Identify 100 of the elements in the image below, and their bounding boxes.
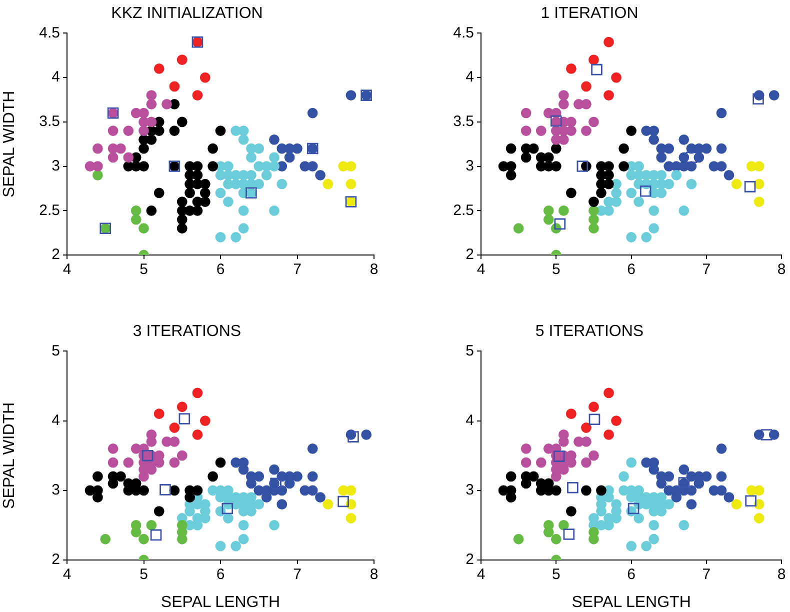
point	[123, 152, 134, 163]
point	[192, 430, 203, 440]
point	[146, 134, 157, 145]
point	[284, 152, 295, 163]
point	[754, 161, 764, 172]
point	[254, 499, 264, 510]
point	[604, 170, 614, 180]
y-tick-label: 5	[52, 342, 60, 360]
point	[92, 170, 103, 180]
point	[664, 143, 674, 154]
point	[215, 188, 226, 198]
x-tick-label: 7	[293, 566, 302, 584]
point	[550, 143, 562, 154]
point	[536, 126, 546, 136]
point	[604, 90, 614, 101]
point	[558, 520, 569, 530]
point	[520, 152, 532, 163]
point	[506, 471, 516, 482]
point	[604, 430, 614, 440]
y-tick-label: 3	[466, 157, 474, 174]
point	[558, 134, 569, 145]
y-tick-label: 2	[52, 551, 60, 568]
point	[634, 161, 644, 172]
point	[611, 72, 622, 83]
point	[192, 520, 203, 530]
point	[238, 205, 249, 216]
x-tick-label: 8	[370, 566, 378, 584]
point	[208, 143, 218, 154]
point	[588, 414, 600, 426]
point	[716, 443, 727, 454]
point	[176, 402, 188, 412]
point	[169, 126, 180, 136]
point	[581, 422, 592, 433]
y-tick-label: 3.5	[39, 113, 60, 130]
point	[222, 196, 234, 207]
point	[200, 178, 210, 190]
point	[238, 126, 249, 136]
point	[558, 90, 569, 101]
point	[678, 134, 690, 145]
x-axis-title: SEPAL LENGTH	[160, 594, 280, 611]
point	[641, 540, 652, 552]
point	[550, 485, 562, 496]
point	[604, 205, 614, 216]
point	[269, 161, 280, 172]
point	[307, 485, 318, 496]
point	[591, 64, 602, 76]
point	[192, 205, 203, 216]
point	[754, 513, 764, 524]
point	[550, 471, 562, 482]
point	[604, 36, 614, 48]
x-tick-label: 6	[627, 261, 636, 278]
point	[536, 457, 546, 468]
point	[208, 161, 218, 172]
point	[307, 443, 318, 454]
y-tick-label: 3	[52, 157, 60, 174]
point	[322, 499, 334, 510]
point	[238, 534, 249, 544]
point	[596, 188, 606, 198]
point	[200, 513, 210, 524]
point	[123, 457, 134, 468]
point	[656, 152, 667, 163]
point	[346, 513, 356, 524]
point	[192, 485, 203, 496]
point	[618, 471, 629, 482]
point	[261, 170, 272, 180]
point	[543, 214, 554, 225]
y-tick-label: 4.5	[39, 24, 60, 42]
chart-title: 5 ITERATIONS	[535, 323, 644, 340]
point	[716, 161, 727, 172]
point	[724, 492, 734, 503]
point	[254, 471, 264, 482]
point	[116, 143, 126, 154]
point	[752, 93, 764, 105]
point	[246, 478, 256, 489]
point	[558, 205, 569, 216]
y-tick-label: 2	[466, 551, 474, 568]
point	[192, 170, 203, 180]
point	[138, 126, 149, 136]
point	[100, 534, 111, 544]
y-tick-label: 3	[52, 482, 60, 499]
point	[348, 431, 359, 442]
point	[138, 223, 149, 234]
point	[184, 188, 195, 198]
y-tick-label: 2	[466, 246, 474, 264]
point	[566, 116, 576, 128]
point	[543, 205, 554, 216]
point	[626, 232, 636, 242]
point	[554, 218, 566, 230]
point	[254, 143, 264, 154]
x-tick-label: 4	[62, 566, 72, 584]
point	[520, 108, 532, 118]
point	[108, 443, 118, 454]
point	[192, 388, 203, 398]
point	[192, 90, 203, 101]
point	[760, 429, 772, 440]
point	[238, 134, 249, 145]
point	[634, 513, 644, 524]
point	[176, 223, 188, 234]
point	[130, 214, 142, 225]
point	[588, 54, 599, 66]
